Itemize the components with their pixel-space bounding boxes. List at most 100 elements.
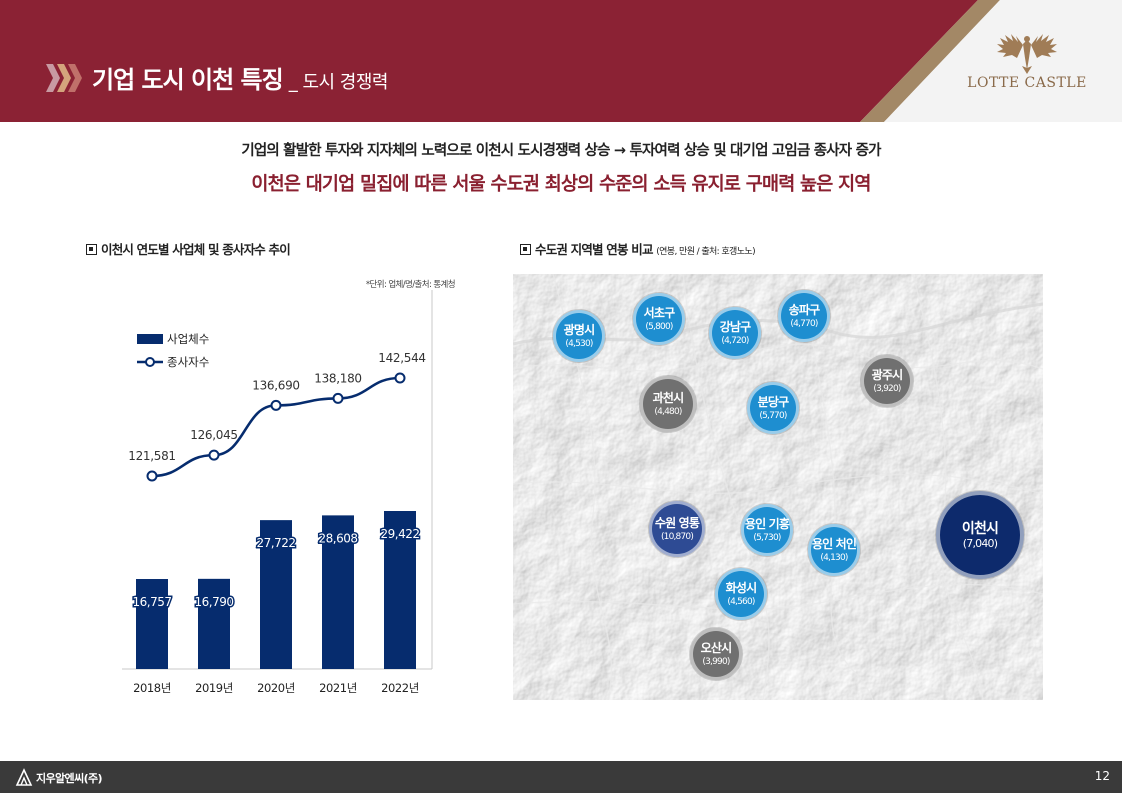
- region-salary: (4,560): [727, 596, 755, 607]
- bar-2019년: [198, 578, 230, 669]
- chart-source-note: *단위: 업체/명/출처: 통계청: [365, 280, 456, 290]
- region-name: 과천시: [652, 390, 685, 405]
- line-point-2021년: [332, 392, 344, 404]
- line-point-2020년: [270, 399, 282, 411]
- headline-emphasis: 이천은 대기업 밀집에 따른 서울 수도권 최상의 수준의 소득 유지로 구매력…: [251, 174, 871, 195]
- line-point-2019년: [208, 449, 220, 461]
- region-bubble: 광명시 (4,530): [553, 310, 605, 362]
- x-tick-label: 2021년: [319, 681, 357, 695]
- eagle-icon: [997, 34, 1057, 74]
- x-tick-label: 2019년: [195, 681, 233, 695]
- region-name: 수원 영통: [654, 515, 700, 530]
- bar-value-label: 27,722: [255, 535, 298, 552]
- region-name: 오산시: [700, 640, 733, 655]
- region-bubble: 이천시 (7,040): [936, 491, 1024, 579]
- x-tick-label: 2022년: [381, 681, 419, 695]
- region-bubble: 송파구 (4,770): [778, 290, 830, 342]
- region-bubble: 강남구 (4,720): [709, 307, 761, 359]
- region-name: 강남구: [719, 319, 752, 334]
- line-value-label: 126,045: [190, 428, 238, 442]
- title-main: 기업 도시 이천 특징: [92, 66, 284, 94]
- brand-logo: LOTTE CASTLE: [962, 28, 1092, 98]
- region-salary: (5,800): [645, 321, 673, 332]
- legend-bar-swatch: [137, 334, 163, 344]
- region-salary: (4,770): [790, 318, 818, 329]
- headline-summary: 기업의 활발한 투자와 지자체의 노력으로 이천시 도시경쟁력 상승 → 투자여…: [241, 143, 881, 159]
- footer-company-name: 지우알엔씨(주): [36, 772, 103, 785]
- bar-2018년: [136, 579, 168, 669]
- employee-trend-line: [151, 376, 401, 478]
- region-name: 광명시: [563, 322, 596, 337]
- region-name: 이천시: [961, 521, 999, 537]
- footer-bar: 지우알엔씨(주) 12: [0, 761, 1122, 793]
- bar-value-label: 28,608: [317, 530, 360, 547]
- region-salary: (5,730): [753, 532, 781, 543]
- page-title: 기업 도시 이천 특징 _ 도시 경쟁력: [92, 60, 388, 95]
- page-number: 12: [1094, 769, 1110, 783]
- right-section-title-text: 수도권 지역별 연봉 비교: [535, 242, 653, 257]
- region-salary: (10,870): [660, 531, 694, 542]
- region-salary: (4,130): [820, 552, 848, 563]
- region-salary: (3,990): [702, 656, 730, 667]
- region-bubble: 화성시 (4,560): [715, 568, 767, 620]
- region-salary: (4,720): [721, 335, 749, 346]
- line-point-2018년: [146, 470, 158, 482]
- left-section-title-text: 이천시 연도별 사업체 및 종사자수 추이: [101, 242, 291, 257]
- x-tick-label: 2020년: [257, 681, 295, 695]
- bar-2020년: [260, 520, 292, 669]
- bar-value-text: 28,608: [319, 531, 358, 545]
- region-bubble: 용인 처인 (4,130): [808, 524, 860, 576]
- chevron-icon: [46, 64, 82, 92]
- header-band: [0, 0, 1122, 122]
- region-bubble: 분당구 (5,770): [747, 382, 799, 434]
- line-value-label: 142,544: [378, 351, 426, 365]
- region-salary: (4,530): [565, 338, 593, 349]
- region-name: 분당구: [757, 394, 790, 409]
- bar-2021년: [322, 515, 354, 669]
- square-bullet-icon: [520, 244, 531, 255]
- region-salary: (5,770): [759, 410, 787, 421]
- left-section-title: 이천시 연도별 사업체 및 종사자수 추이: [86, 239, 291, 258]
- region-bubble: 광주시 (3,920): [861, 355, 913, 407]
- right-section-title: 수도권 지역별 연봉 비교 (연봉, 만원 / 출처: 호갱노노): [520, 239, 756, 258]
- region-name: 광주시: [871, 367, 904, 382]
- region-salary: (7,040): [962, 537, 998, 550]
- bar-value-text: 16,757: [133, 595, 172, 609]
- bar-value-label: 29,422: [379, 526, 422, 543]
- region-bubble: 서초구 (5,800): [633, 293, 685, 345]
- region-bubble: 용인 기흥 (5,730): [741, 504, 793, 556]
- line-point-2022년: [394, 372, 406, 384]
- bar-2022년: [384, 511, 416, 669]
- capital-area-map: 광명시 (4,530) 서초구 (5,800) 강남구 (4,720) 송파구 (4,770)…: [513, 274, 1043, 700]
- region-bubble: 오산시 (3,990): [690, 628, 742, 680]
- right-section-title-note: (연봉, 만원 / 출처: 호갱노노): [656, 247, 756, 257]
- title-sub: _ 도시 경쟁력: [288, 72, 389, 93]
- region-salary: (4,480): [654, 406, 682, 417]
- region-name: 용인 처인: [811, 536, 857, 551]
- bar-value-text: 16,790: [195, 595, 234, 609]
- chart-legend: 사업체수 종사자수: [137, 332, 209, 369]
- line-value-label: 121,581: [128, 449, 176, 463]
- region-name: 화성시: [725, 580, 758, 595]
- region-bubble: 과천시 (4,480): [640, 376, 696, 432]
- region-name: 송파구: [788, 302, 821, 317]
- x-tick-label: 2018년: [133, 681, 171, 695]
- business-employee-chart: 사업체수 종사자수 16,757 16,790 27,722 28,608 29,422…: [122, 290, 433, 695]
- region-name: 용인 기흥: [744, 516, 790, 531]
- legend-line-marker: [145, 357, 155, 367]
- legend-line-label: 종사자수: [167, 355, 209, 369]
- brand-name: LOTTE CASTLE: [967, 75, 1087, 91]
- region-name: 서초구: [643, 305, 676, 320]
- line-value-label: 138,180: [314, 371, 362, 385]
- terrain-map-background: [513, 274, 1043, 700]
- region-salary: (3,920): [873, 383, 901, 394]
- region-bubble: 수원 영통 (10,870): [649, 501, 705, 557]
- square-bullet-icon: [86, 244, 97, 255]
- line-value-label: 136,690: [252, 378, 300, 392]
- legend-bar-label: 사업체수: [167, 332, 209, 346]
- bar-value-text: 27,722: [257, 536, 296, 550]
- bar-value-label: 16,757: [131, 594, 174, 611]
- company-logo-icon: [15, 768, 33, 786]
- bar-value-text: 29,422: [381, 527, 420, 541]
